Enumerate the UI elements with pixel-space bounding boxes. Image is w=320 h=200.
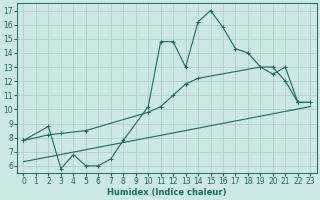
X-axis label: Humidex (Indice chaleur): Humidex (Indice chaleur) [107,188,227,197]
